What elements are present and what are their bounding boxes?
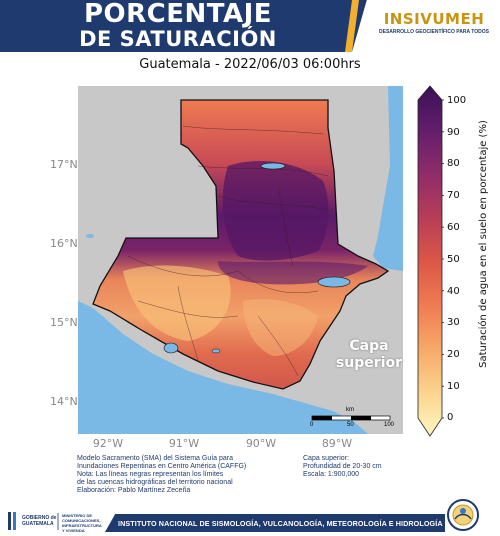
map-svg — [78, 86, 403, 434]
colorbar-tick-100: 100 — [447, 95, 467, 106]
colorbar-tick-60: 60 — [447, 222, 460, 233]
gobierno-line-2: GUATEMALA — [22, 521, 54, 527]
colorbar-gradient — [417, 85, 443, 437]
gobierno-logo — [8, 512, 59, 530]
colorbar-tick-90: 90 — [447, 127, 460, 138]
colorbar-tick-30: 30 — [447, 317, 460, 328]
footnote-left-line: Modelo Sacramento (SMA) del Sistema Guía… — [77, 455, 234, 462]
pacific-ocean — [78, 301, 368, 434]
lake-atitlan — [163, 342, 179, 354]
watershed-lines — [127, 125, 334, 377]
high-saturation-zone — [222, 161, 329, 261]
island — [86, 234, 94, 238]
scale-tick-100: 100 — [384, 422, 395, 428]
scale-bar-black-1 — [312, 416, 332, 420]
layer-label: Capa superior — [333, 338, 405, 372]
footnote-left-line: Inundaciones Repentinas en Centro Améric… — [77, 463, 247, 470]
insivumeh-tagline: DESARROLLO GEOCIENTÍFICO PARA TODOS — [379, 29, 489, 35]
low-saturation-zone-2 — [243, 299, 318, 356]
ministerio-text: MINISTERIO DE COMUNICACIONES, INFRAESTRU… — [62, 513, 102, 533]
layer-label-line-2: superior — [335, 355, 403, 371]
scale-tick-50: 50 — [347, 422, 354, 428]
title-line-1: PORCENTAJE — [83, 0, 273, 29]
scale-tick-0: 0 — [310, 422, 314, 428]
ministerio-line: MINISTERIO DE — [62, 513, 93, 518]
colorbar-tick-20: 20 — [447, 349, 460, 360]
colorbar-tick-40: 40 — [447, 286, 460, 297]
footnote-right: Capa superior: Profundidad de 20-30 cm E… — [303, 455, 413, 479]
lat-label-17: 17°N — [50, 158, 78, 171]
colorbar-tick-70: 70 — [447, 190, 460, 201]
footnote-left-line: Nota: Las líneas negras representan los … — [77, 471, 224, 478]
ministerio-line: COMUNICACIONES, — [62, 518, 101, 523]
saturation-map — [78, 86, 403, 434]
colorbar-ticks — [442, 99, 444, 419]
layer-label-line-1: Capa — [349, 338, 389, 354]
footnote-right-line: Profundidad de 20-30 cm — [303, 463, 382, 470]
scale-bar-black-2 — [351, 416, 371, 420]
scale-bar — [311, 415, 391, 421]
lake-izabal — [317, 276, 351, 288]
footnote-left: Modelo Sacramento (SMA) del Sistema Guía… — [77, 455, 292, 495]
title-line-2: DE SATURACIÓN — [79, 27, 277, 51]
lat-label-15: 15°N — [50, 316, 78, 329]
colorbar-tick-0: 0 — [447, 412, 454, 423]
lat-label-14: 14°N — [50, 395, 78, 408]
lake-peten-itza — [260, 162, 286, 170]
gobierno-emblem — [8, 512, 11, 530]
lake-amatitlan — [211, 348, 221, 354]
footnote-right-line: Escala: 1:900,000 — [303, 471, 360, 478]
footer-bar — [105, 514, 445, 532]
caribbean-sea — [373, 86, 403, 271]
ministerio-line: INFRAESTRUCTURA — [62, 523, 102, 528]
lon-label-91: 91°W — [168, 437, 200, 450]
lat-label-16: 16°N — [50, 237, 78, 250]
low-saturation-zone — [123, 265, 231, 341]
footnote-right-line: Capa superior: — [303, 455, 349, 462]
insivumeh-seal-icon — [447, 499, 479, 531]
map-title: Guatemala - 2022/06/03 06:00hrs — [139, 57, 361, 72]
lon-label-90: 90°W — [245, 437, 277, 450]
colorbar-label: Saturación de agua en el suelo en porcen… — [478, 120, 489, 368]
scale-unit: km — [346, 407, 354, 413]
gobierno-line-1: GOBIERNO de — [22, 515, 57, 521]
gobierno-text: GOBIERNO de GUATEMALA — [22, 515, 56, 527]
colorbar-tick-10: 10 — [447, 381, 460, 392]
gobierno-emblem-2 — [13, 512, 16, 530]
footnote-left-line: Elaboración: Pablo Martínez Zeceña — [77, 487, 191, 494]
lon-label-89: 89°W — [321, 437, 353, 450]
insivumeh-logo: INSIVUMEH — [383, 10, 485, 28]
colorbar-tick-50: 50 — [447, 254, 460, 265]
lon-label-92: 92°W — [92, 437, 124, 450]
institute-name: INSTITUTO NACIONAL DE SISMOLOGÍA, VULCAN… — [118, 519, 443, 528]
page-title: PORCENTAJE DE SATURACIÓN — [68, 0, 288, 52]
colorbar-tick-80: 80 — [447, 158, 460, 169]
ministerio-line: Y VIVIENDA — [62, 528, 85, 533]
insivumeh-logo-box — [352, 0, 500, 52]
footnote-left-line: de las cuencas hidrográficas del territo… — [77, 479, 233, 486]
colorbar — [417, 85, 444, 437]
